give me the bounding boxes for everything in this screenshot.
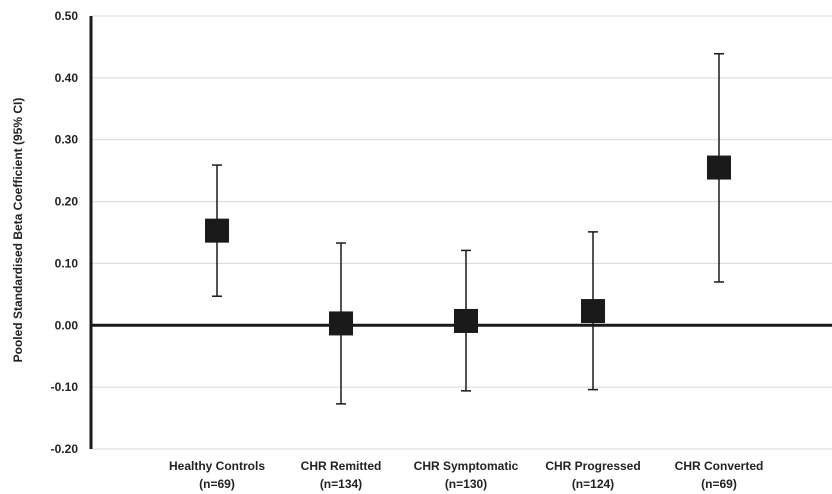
data-marks (205, 52, 731, 405)
y-axis-label: Pooled Standardised Beta Coefficient (95… (11, 98, 25, 363)
y-tick-label: 0.00 (55, 318, 79, 332)
y-tick-label: 0.10 (55, 256, 79, 270)
category-n-label: (n=69) (701, 477, 737, 491)
estimate-marker (205, 218, 229, 243)
y-tick-labels: 0.50 0.40 0.30 0.20 0.10 0.00 -0.10 -0.20 (51, 9, 79, 456)
category-label: CHR Converted (675, 459, 764, 473)
category-n-label: (n=124) (572, 477, 614, 491)
y-tick-label: -0.20 (51, 442, 79, 456)
category-label: Healthy Controls (169, 459, 265, 473)
category-n-label: (n=130) (445, 477, 487, 491)
axes (89, 16, 832, 449)
y-tick-label: 0.40 (55, 71, 79, 85)
y-tick-label: 0.30 (55, 133, 79, 147)
y-tick-label: 0.50 (55, 9, 79, 23)
estimate-marker (329, 311, 353, 336)
category-n-label: (n=69) (199, 477, 235, 491)
gridlines (91, 15, 832, 450)
estimate-marker (454, 308, 478, 333)
estimate-marker (707, 155, 731, 180)
category-n-label: (n=134) (320, 477, 362, 491)
category-label: CHR Remitted (301, 459, 382, 473)
y-tick-label: -0.10 (51, 380, 79, 394)
x-category-labels: Healthy Controls (n=69) CHR Remitted (n=134… (169, 459, 763, 491)
category-label: CHR Progressed (545, 459, 640, 473)
estimate-marker (581, 299, 605, 324)
y-tick-label: 0.20 (55, 195, 79, 209)
category-label: CHR Symptomatic (414, 459, 519, 473)
